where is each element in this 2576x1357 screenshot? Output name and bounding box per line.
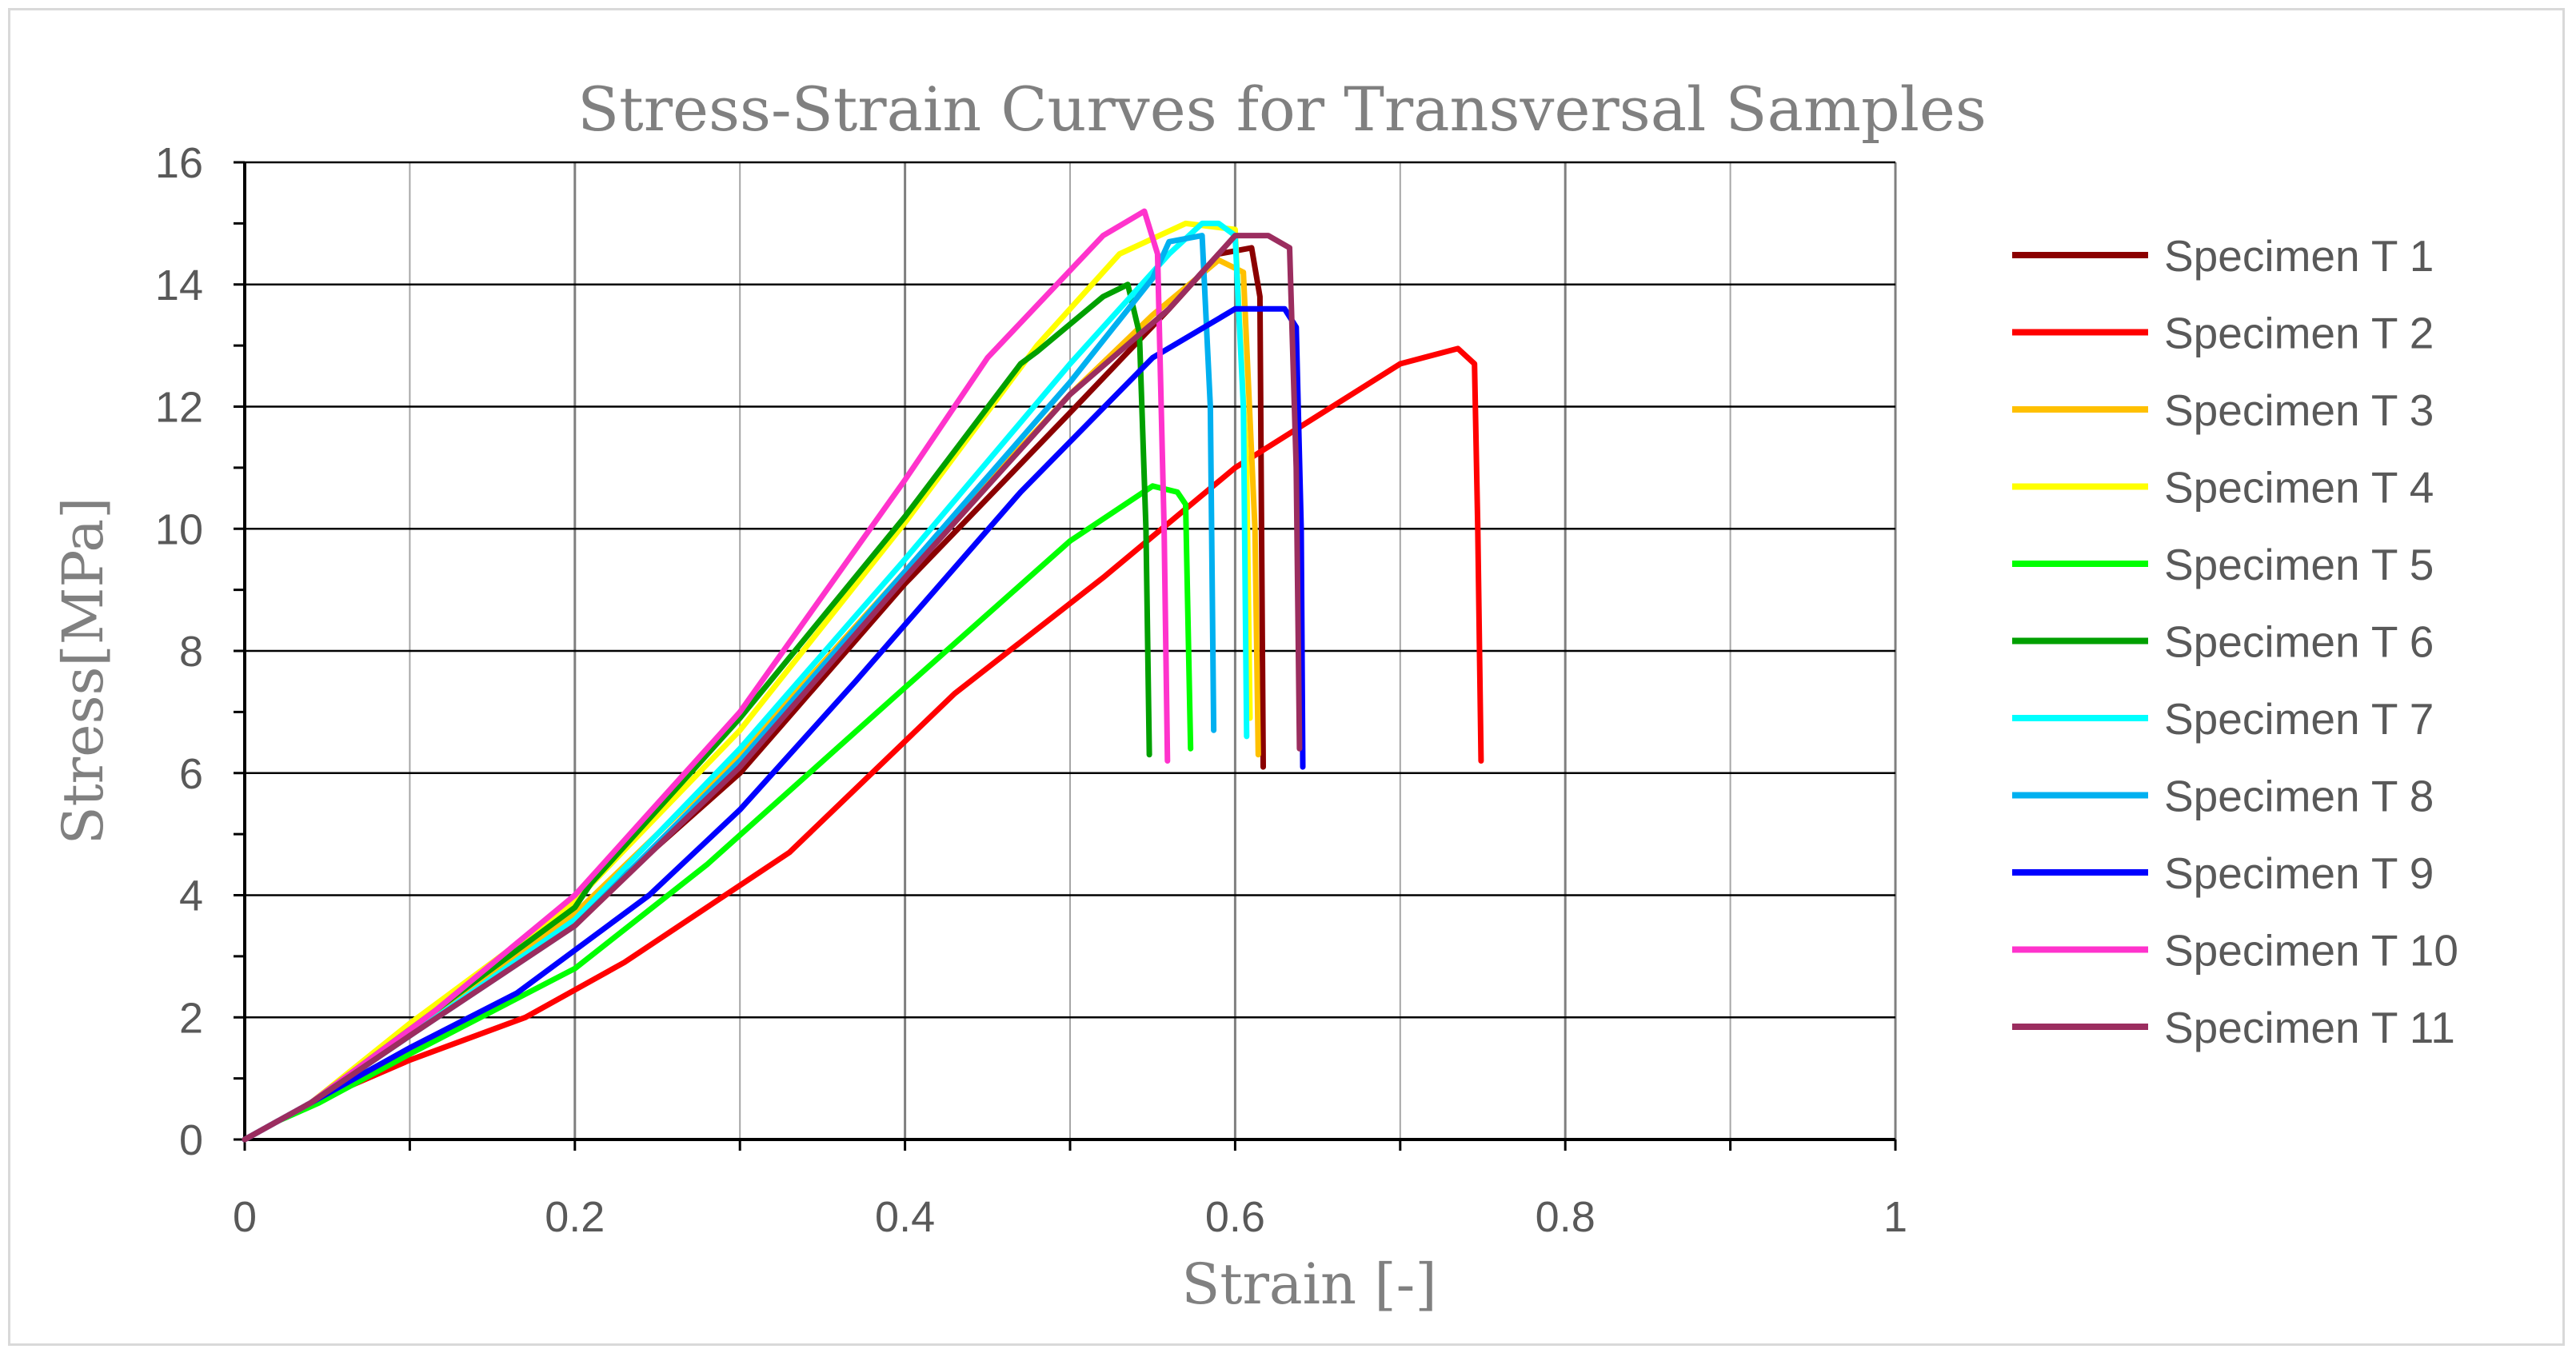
series-line — [242, 483, 1194, 1143]
legend-item: Specimen T 11 — [2012, 1003, 2455, 1052]
x-axis-title: Strain [-] — [1181, 1251, 1436, 1317]
y-tick-label: 6 — [179, 750, 203, 798]
legend-label: Specimen T 10 — [2164, 926, 2458, 976]
y-tick-label: 8 — [179, 628, 203, 676]
y-tick-label: 16 — [155, 139, 203, 187]
y-tick-label: 2 — [179, 994, 203, 1042]
legend: Specimen T 1 Specimen T 2 Specimen T 3 Spec… — [2012, 231, 2458, 1052]
legend-item: Specimen T 9 — [2012, 848, 2434, 898]
legend-label: Specimen T 4 — [2164, 463, 2434, 513]
series-line — [242, 233, 1217, 1143]
legend-label: Specimen T 11 — [2164, 1003, 2455, 1052]
legend-item: Specimen T 5 — [2012, 540, 2434, 589]
x-tick-label: 0.2 — [545, 1193, 605, 1241]
legend-label: Specimen T 2 — [2164, 309, 2434, 358]
y-tick-label: 10 — [155, 505, 203, 553]
legend-label: Specimen T 7 — [2164, 694, 2434, 744]
series-lines — [242, 208, 1484, 1143]
x-tick-label: 0.8 — [1536, 1193, 1596, 1241]
y-axis-title: Stress[MPa] — [50, 497, 116, 845]
series-line — [242, 233, 1303, 1143]
legend-item: Specimen T 6 — [2012, 617, 2434, 667]
legend-item: Specimen T 1 — [2012, 231, 2434, 281]
series-line — [242, 220, 1253, 1143]
y-tick-label: 12 — [155, 384, 203, 432]
legend-item: Specimen T 3 — [2012, 385, 2434, 435]
series-line — [242, 281, 1152, 1143]
legend-item: Specimen T 7 — [2012, 694, 2434, 744]
legend-label: Specimen T 9 — [2164, 848, 2434, 898]
x-tick-label: 0.6 — [1205, 1193, 1265, 1241]
legend-item: Specimen T 8 — [2012, 772, 2434, 821]
y-tick-label: 0 — [179, 1116, 203, 1164]
series-line — [242, 220, 1250, 1143]
stress-strain-chart: 0 2 4 6 8 10 12 14 16 0 0.2 0.4 0.6 0.8 1 Specimen T 1… — [50, 74, 2458, 1317]
series-line — [242, 208, 1171, 1143]
legend-label: Specimen T 1 — [2164, 231, 2434, 281]
y-tick-label: 4 — [179, 872, 203, 920]
x-tick-label: 1 — [1883, 1193, 1907, 1241]
legend-item: Specimen T 10 — [2012, 926, 2458, 976]
y-tick-label: 14 — [155, 261, 203, 309]
x-tick-label: 0.4 — [875, 1193, 935, 1241]
x-tick-label: 0 — [233, 1193, 257, 1241]
tick-labels: 0 2 4 6 8 10 12 14 16 0 0.2 0.4 0.6 0.8 1 — [155, 139, 1907, 1241]
axes — [234, 161, 1897, 1151]
legend-label: Specimen T 5 — [2164, 540, 2434, 589]
legend-item: Specimen T 2 — [2012, 309, 2434, 358]
legend-label: Specimen T 6 — [2164, 617, 2434, 667]
legend-label: Specimen T 8 — [2164, 772, 2434, 821]
chart-frame: 0 2 4 6 8 10 12 14 16 0 0.2 0.4 0.6 0.8 1 Specimen T 1… — [8, 8, 2565, 1346]
legend-item: Specimen T 4 — [2012, 463, 2434, 513]
chart-title: Stress-Strain Curves for Transversal Sam… — [577, 74, 1987, 145]
legend-label: Specimen T 3 — [2164, 385, 2434, 435]
